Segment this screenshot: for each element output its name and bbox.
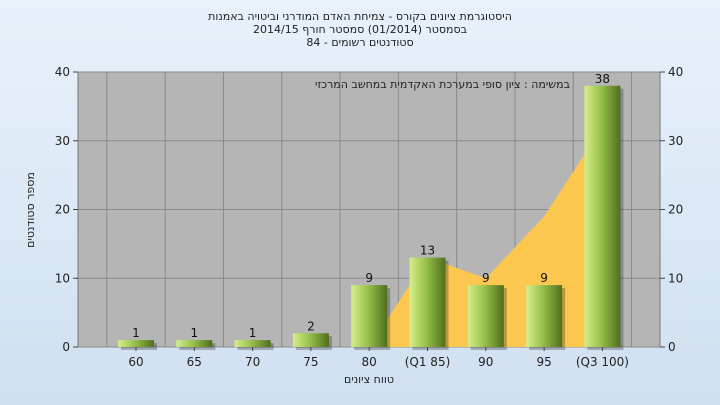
bar-labels: 1 1 1 2 9 13 9 9 38 — [132, 72, 610, 340]
bar-value-label: 1 — [190, 326, 198, 340]
x-tick-label: 70 — [245, 355, 260, 369]
bar — [584, 85, 621, 347]
x-tick-label: 80 — [362, 355, 377, 369]
y-tick-label-left: 20 — [55, 203, 70, 217]
y-tick-label-left: 0 — [62, 340, 70, 354]
bar-value-label: 9 — [365, 271, 373, 285]
bar-value-label: 1 — [132, 326, 140, 340]
y-axis-left: 0 10 20 30 40 — [55, 65, 78, 354]
x-tick-label: 90 — [478, 355, 493, 369]
y-tick-label-right: 40 — [668, 65, 683, 79]
bar — [467, 285, 504, 347]
bar — [176, 340, 213, 347]
y-tick-label-left: 30 — [55, 134, 70, 148]
bar — [526, 285, 563, 347]
x-tick-label: 65 — [187, 355, 202, 369]
bar — [234, 340, 271, 347]
y-tick-label-left: 40 — [55, 65, 70, 79]
x-axis: 60 65 70 75 80 (Q1 85) 90 95 (Q3 100) — [128, 347, 629, 369]
y-tick-label-right: 0 — [668, 340, 676, 354]
y-tick-label-right: 30 — [668, 134, 683, 148]
x-tick-label: 60 — [128, 355, 143, 369]
chart-title: היסטוגרמת ציונים בקורס - צמיחת האדם המוד… — [208, 10, 512, 49]
bar — [118, 340, 154, 347]
bars — [118, 85, 624, 350]
bar-value-label: 9 — [540, 271, 548, 285]
title-line-2: בסמסטר (01/2014) סמסטר חורף 2014/15 — [253, 23, 467, 36]
bar-value-label: 13 — [420, 244, 435, 258]
y-axis-right: 0 10 20 30 40 — [660, 65, 683, 354]
title-line-1: היסטוגרמת ציונים בקורס - צמיחת האדם המוד… — [208, 10, 512, 23]
bar-value-label: 1 — [249, 326, 257, 340]
x-tick-label: 75 — [303, 355, 318, 369]
x-tick-label: (Q3 100) — [576, 355, 629, 369]
y-tick-label-left: 10 — [55, 271, 70, 285]
bar-value-label: 38 — [595, 72, 610, 86]
chart-annotation: במשימה : ציון סופי במערכת האקדמית במחשב … — [315, 78, 570, 91]
y-tick-label-right: 20 — [668, 203, 683, 217]
bar-value-label: 2 — [307, 319, 315, 333]
x-tick-label: (Q1 85) — [405, 355, 451, 369]
y-tick-label-right: 10 — [668, 271, 683, 285]
bar-value-label: 9 — [482, 271, 490, 285]
bar — [351, 285, 388, 347]
y-axis-title: מספר סטודנטים — [24, 172, 37, 248]
x-axis-title: טווח ציונים — [344, 373, 394, 386]
x-tick-label: 95 — [536, 355, 551, 369]
bar — [292, 333, 329, 347]
bar — [409, 257, 446, 347]
title-line-3: סטודנטים רשומים - 84 — [306, 36, 413, 49]
